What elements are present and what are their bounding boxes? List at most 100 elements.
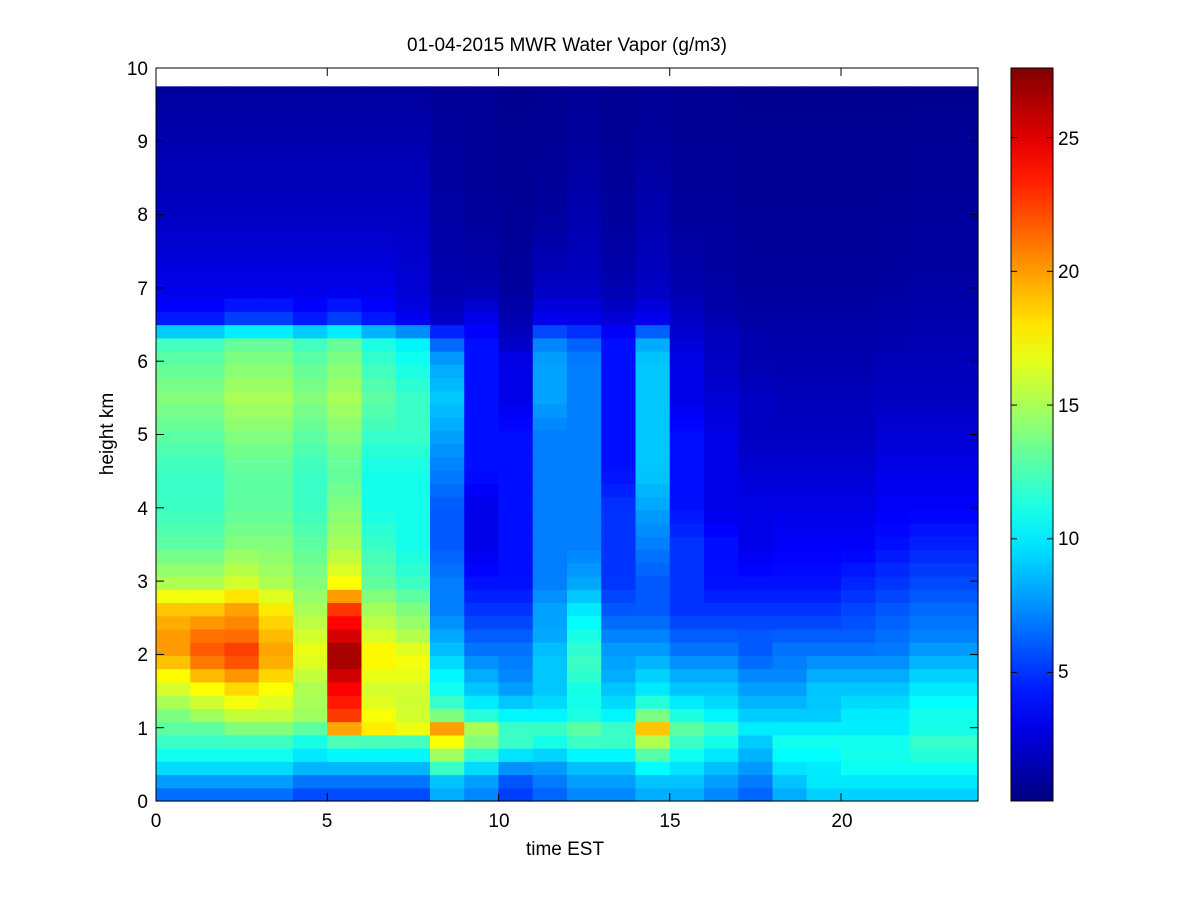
heatmap-cell — [327, 178, 363, 193]
heatmap-cell — [669, 602, 705, 617]
heatmap-cell — [669, 430, 705, 445]
heatmap-cell — [498, 245, 534, 259]
heatmap-cell — [327, 364, 363, 379]
heatmap-cell — [875, 403, 911, 418]
heatmap-cell — [395, 655, 431, 670]
heatmap-cell — [669, 443, 705, 458]
heatmap-cell — [327, 430, 363, 445]
heatmap-cell — [806, 258, 842, 273]
heatmap-cell — [293, 695, 328, 709]
heatmap-cell — [772, 258, 808, 273]
heatmap-cell — [909, 509, 945, 524]
heatmap-cell — [567, 496, 602, 511]
heatmap-cell — [430, 364, 465, 379]
heatmap-cell — [258, 231, 294, 246]
heatmap-cell — [806, 403, 842, 418]
heatmap-cell — [430, 642, 465, 657]
heatmap-cell — [224, 456, 260, 471]
heatmap-cell — [909, 774, 945, 789]
heatmap-cell — [327, 602, 363, 617]
heatmap-cell — [567, 258, 602, 273]
heatmap-cell — [943, 456, 979, 471]
heatmap-cell — [875, 192, 911, 207]
heatmap-cell — [361, 523, 397, 537]
heatmap-cell — [224, 523, 260, 537]
heatmap-cell — [156, 403, 191, 418]
heatmap-cell — [601, 708, 637, 723]
heatmap-cell — [327, 642, 363, 657]
heatmap-cell — [190, 298, 226, 312]
heatmap-cell — [258, 456, 294, 471]
heatmap-cell — [875, 390, 911, 405]
heatmap-cell — [190, 403, 226, 418]
heatmap-cell — [704, 403, 739, 418]
heatmap-cell — [190, 523, 226, 537]
heatmap-cell — [772, 615, 808, 630]
heatmap-cell — [772, 298, 808, 312]
heatmap-cell — [464, 523, 500, 537]
heatmap-cell — [498, 284, 534, 299]
heatmap-cell — [430, 589, 465, 604]
heatmap-cell — [464, 430, 500, 445]
heatmap-cell — [258, 165, 294, 180]
heatmap-cell — [567, 562, 602, 577]
heatmap-cell — [327, 761, 363, 776]
heatmap-cell — [224, 271, 260, 286]
heatmap-cell — [224, 218, 260, 233]
heatmap-cell — [943, 139, 979, 154]
heatmap-cell — [841, 324, 876, 339]
heatmap-cell — [806, 509, 842, 524]
heatmap-cell — [635, 152, 671, 167]
heatmap-cell — [532, 377, 568, 392]
heatmap-cell — [532, 536, 568, 551]
x-tick-labels: 0 5 10 15 20 — [151, 811, 853, 832]
heatmap-cell — [395, 178, 431, 193]
heatmap-cell — [464, 615, 500, 630]
heatmap-cell — [704, 681, 739, 696]
heatmap-cell — [943, 443, 979, 458]
heatmap-cell — [430, 178, 465, 193]
heatmap-cell — [156, 298, 191, 312]
heatmap-cell — [361, 99, 397, 114]
heatmap-cell — [601, 298, 637, 312]
heatmap-cell — [361, 536, 397, 551]
heatmap-cell — [327, 390, 363, 405]
heatmap-cell — [875, 668, 911, 683]
heatmap-cell — [567, 576, 602, 590]
heatmap-cell — [601, 417, 637, 432]
heatmap-cell — [156, 126, 191, 140]
heatmap-cell — [464, 205, 500, 220]
heatmap-cell — [361, 668, 397, 683]
heatmap-cell — [327, 589, 363, 604]
heatmap-cell — [669, 748, 705, 762]
x-tick-label: 5 — [322, 811, 333, 832]
heatmap-cell — [669, 218, 705, 233]
heatmap-cell — [806, 165, 842, 180]
heatmap-cell — [361, 139, 397, 154]
heatmap-cell — [156, 470, 191, 484]
heatmap-cell — [224, 165, 260, 180]
heatmap-cell — [464, 456, 500, 471]
heatmap-cell — [635, 165, 671, 180]
heatmap-cell — [395, 324, 431, 339]
heatmap-cell — [841, 139, 876, 154]
heatmap-cell — [772, 403, 808, 418]
colorbar-gradient — [1011, 68, 1053, 801]
heatmap-cell — [841, 390, 876, 405]
heatmap-cell — [806, 99, 842, 114]
heatmap-cell — [156, 787, 191, 802]
heatmap-cell — [430, 470, 465, 484]
heatmap-cell — [704, 523, 739, 537]
heatmap-cell — [464, 576, 500, 590]
y-tick-label: 5 — [137, 425, 148, 446]
heatmap-cell — [156, 602, 191, 617]
heatmap-cell — [704, 655, 739, 670]
heatmap-cell — [190, 351, 226, 365]
heatmap-cell — [738, 192, 774, 207]
heatmap-cell — [190, 734, 226, 749]
heatmap-cell — [293, 126, 328, 140]
heatmap-cell — [361, 126, 397, 140]
heatmap-cell — [601, 748, 637, 762]
heatmap-cell — [327, 298, 363, 312]
heatmap-cell — [635, 178, 671, 193]
